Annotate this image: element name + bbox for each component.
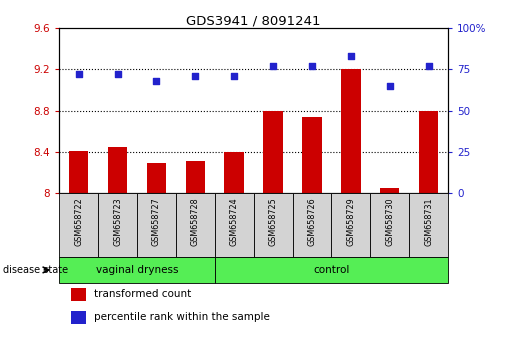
Text: GSM658729: GSM658729 <box>347 198 355 246</box>
Bar <box>293 193 332 257</box>
Point <box>75 72 83 77</box>
Point <box>386 83 394 89</box>
Bar <box>59 257 215 283</box>
Bar <box>98 193 137 257</box>
Point <box>152 78 161 84</box>
Text: percentile rank within the sample: percentile rank within the sample <box>94 312 269 322</box>
Bar <box>59 193 98 257</box>
Text: GSM658730: GSM658730 <box>385 198 394 246</box>
Point <box>230 73 238 79</box>
Bar <box>225 152 244 193</box>
Bar <box>137 193 176 257</box>
Bar <box>215 257 448 283</box>
Text: vaginal dryness: vaginal dryness <box>96 265 178 275</box>
Bar <box>147 163 166 193</box>
Bar <box>108 147 127 193</box>
Point <box>347 53 355 59</box>
Point <box>269 63 277 69</box>
Text: control: control <box>313 265 350 275</box>
Bar <box>302 117 322 193</box>
Bar <box>370 193 409 257</box>
Text: GSM658727: GSM658727 <box>152 198 161 246</box>
Bar <box>332 193 370 257</box>
Bar <box>419 110 438 193</box>
Bar <box>185 161 205 193</box>
Point <box>424 63 433 69</box>
Title: GDS3941 / 8091241: GDS3941 / 8091241 <box>186 14 321 27</box>
Text: GSM658726: GSM658726 <box>307 198 316 246</box>
Bar <box>71 288 86 301</box>
Text: GSM658728: GSM658728 <box>191 198 200 246</box>
Bar <box>409 193 448 257</box>
Text: GSM658725: GSM658725 <box>269 198 278 246</box>
Text: GSM658724: GSM658724 <box>230 198 238 246</box>
Bar <box>176 193 215 257</box>
Point <box>308 63 316 69</box>
Text: disease state: disease state <box>3 265 68 275</box>
Text: GSM658723: GSM658723 <box>113 198 122 246</box>
Bar <box>215 193 253 257</box>
Text: GSM658731: GSM658731 <box>424 198 433 246</box>
Bar <box>69 151 89 193</box>
Point <box>113 72 122 77</box>
Text: GSM658722: GSM658722 <box>74 198 83 246</box>
Point <box>191 73 199 79</box>
Bar <box>253 193 293 257</box>
Bar <box>263 110 283 193</box>
Text: transformed count: transformed count <box>94 289 191 299</box>
Bar <box>71 311 86 324</box>
Bar <box>341 69 360 193</box>
Bar <box>380 188 400 193</box>
